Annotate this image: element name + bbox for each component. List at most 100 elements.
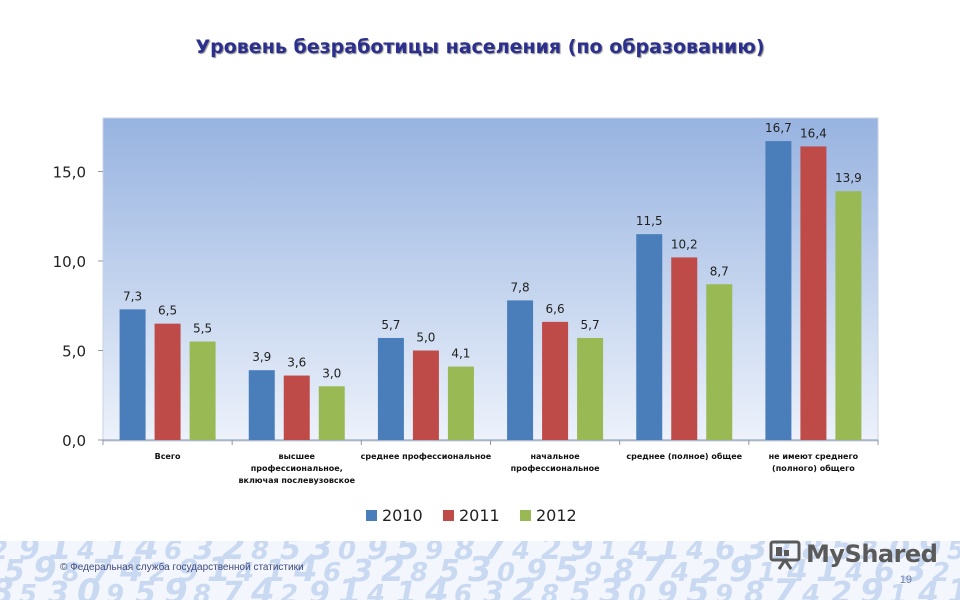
svg-text:1: 1 bbox=[207, 550, 231, 590]
bar-value-label: 5,5 bbox=[193, 322, 212, 336]
svg-text:5: 5 bbox=[555, 550, 579, 590]
svg-text:8: 8 bbox=[251, 541, 269, 566]
svg-text:9: 9 bbox=[164, 572, 188, 600]
svg-text:3: 3 bbox=[744, 541, 768, 568]
svg-text:4: 4 bbox=[670, 558, 689, 588]
svg-text:9: 9 bbox=[729, 550, 753, 590]
svg-text:9: 9 bbox=[19, 541, 40, 567]
svg-text:4: 4 bbox=[366, 580, 385, 600]
svg-text:4: 4 bbox=[76, 541, 95, 566]
bar-value-label: 4,1 bbox=[451, 347, 470, 361]
svg-text:3: 3 bbox=[860, 541, 878, 566]
svg-text:5: 5 bbox=[439, 554, 460, 589]
svg-text:7: 7 bbox=[91, 554, 112, 589]
svg-text:1: 1 bbox=[396, 576, 417, 600]
svg-text:9: 9 bbox=[367, 541, 388, 567]
svg-text:9: 9 bbox=[526, 554, 547, 589]
bar-2010 bbox=[119, 309, 146, 440]
category-label: (полного) общего bbox=[772, 463, 855, 473]
bar-value-label: 13,9 bbox=[835, 171, 862, 185]
svg-text:0: 0 bbox=[338, 541, 356, 566]
category-label: начальное bbox=[530, 452, 580, 461]
svg-text:9: 9 bbox=[106, 580, 124, 600]
bar-chart: 0,0 5,0 10,0 15,0 7,3 6,5 5,5 3,9 3,6 3,0 5,7 5,0 4… bbox=[53, 117, 879, 525]
svg-text:7: 7 bbox=[483, 541, 507, 568]
page-number: 19 bbox=[899, 574, 912, 586]
svg-text:2: 2 bbox=[512, 572, 536, 600]
svg-text:6: 6 bbox=[164, 541, 182, 566]
bar-2011 bbox=[154, 323, 181, 440]
bar-2010 bbox=[636, 234, 663, 440]
legend-label-2012: 2012 bbox=[536, 506, 577, 525]
y-tick-label: 5,0 bbox=[62, 343, 86, 361]
logo-text: MyShared bbox=[806, 540, 938, 568]
legend-label-2010: 2010 bbox=[382, 506, 423, 525]
svg-text:5: 5 bbox=[135, 576, 156, 600]
svg-text:8: 8 bbox=[0, 572, 14, 600]
bar-value-label: 3,6 bbox=[287, 356, 306, 370]
myshared-logo[interactable]: MyShared bbox=[768, 538, 938, 570]
bar-2010 bbox=[377, 337, 404, 440]
bar-2012 bbox=[577, 337, 604, 440]
bar-value-label: 7,3 bbox=[123, 289, 142, 303]
svg-text:1: 1 bbox=[338, 572, 362, 600]
svg-text:8: 8 bbox=[613, 554, 634, 589]
bar-2011 bbox=[542, 321, 569, 440]
bar-value-label: 10,2 bbox=[671, 237, 698, 251]
svg-text:3: 3 bbox=[468, 550, 492, 590]
bar-2012 bbox=[706, 284, 733, 440]
svg-text:9: 9 bbox=[918, 541, 942, 568]
svg-text:8: 8 bbox=[454, 541, 475, 567]
svg-text:1: 1 bbox=[758, 558, 776, 588]
svg-text:9: 9 bbox=[584, 558, 602, 588]
svg-text:0: 0 bbox=[77, 572, 101, 600]
svg-text:9: 9 bbox=[657, 576, 678, 600]
category-label: высшее bbox=[279, 452, 316, 461]
svg-text:4: 4 bbox=[801, 580, 820, 600]
svg-text:9: 9 bbox=[715, 580, 733, 600]
svg-text:6: 6 bbox=[715, 541, 736, 567]
svg-text:7: 7 bbox=[222, 576, 243, 600]
svg-text:2: 2 bbox=[0, 541, 8, 566]
svg-text:2: 2 bbox=[932, 558, 950, 588]
category-label: среднее (полное) общее bbox=[626, 451, 742, 461]
svg-text:5: 5 bbox=[570, 576, 591, 600]
svg-text:4: 4 bbox=[844, 558, 863, 588]
svg-text:9: 9 bbox=[425, 541, 443, 566]
svg-text:3: 3 bbox=[352, 554, 373, 589]
svg-text:6: 6 bbox=[323, 558, 341, 588]
bar-2012 bbox=[835, 191, 862, 440]
bar-2011 bbox=[283, 375, 310, 440]
svg-text:8: 8 bbox=[62, 558, 80, 588]
svg-text:2: 2 bbox=[831, 576, 852, 600]
svg-text:7: 7 bbox=[773, 572, 797, 600]
svg-text:6: 6 bbox=[874, 554, 895, 589]
svg-text:5: 5 bbox=[396, 541, 420, 568]
copyright-text: © Федеральная служба государственной ста… bbox=[60, 562, 304, 573]
bar-value-label: 3,0 bbox=[322, 366, 341, 380]
legend-label-2011: 2011 bbox=[459, 506, 500, 525]
svg-text:9: 9 bbox=[33, 550, 57, 590]
bar-2011 bbox=[671, 257, 698, 440]
svg-text:9: 9 bbox=[570, 541, 594, 568]
svg-text:4: 4 bbox=[786, 554, 808, 589]
svg-text:3: 3 bbox=[483, 576, 504, 600]
svg-text:5: 5 bbox=[947, 541, 960, 566]
svg-text:3: 3 bbox=[599, 572, 623, 600]
svg-text:0: 0 bbox=[497, 558, 515, 588]
svg-text:4: 4 bbox=[119, 550, 144, 590]
svg-text:3: 3 bbox=[48, 576, 69, 600]
svg-text:8: 8 bbox=[410, 558, 428, 588]
category-label: профессиональное, bbox=[251, 464, 343, 473]
svg-text:4: 4 bbox=[917, 576, 939, 600]
svg-text:2: 2 bbox=[149, 558, 167, 588]
svg-text:1: 1 bbox=[816, 550, 840, 590]
bar-2010 bbox=[507, 300, 534, 440]
bar-2012 bbox=[447, 366, 474, 440]
svg-text:9: 9 bbox=[860, 572, 884, 600]
bar-2012 bbox=[318, 386, 345, 440]
y-tick-label: 0,0 bbox=[62, 432, 86, 450]
svg-text:2: 2 bbox=[381, 550, 405, 590]
plot-area bbox=[102, 117, 879, 442]
legend-swatch-2011 bbox=[443, 510, 454, 521]
